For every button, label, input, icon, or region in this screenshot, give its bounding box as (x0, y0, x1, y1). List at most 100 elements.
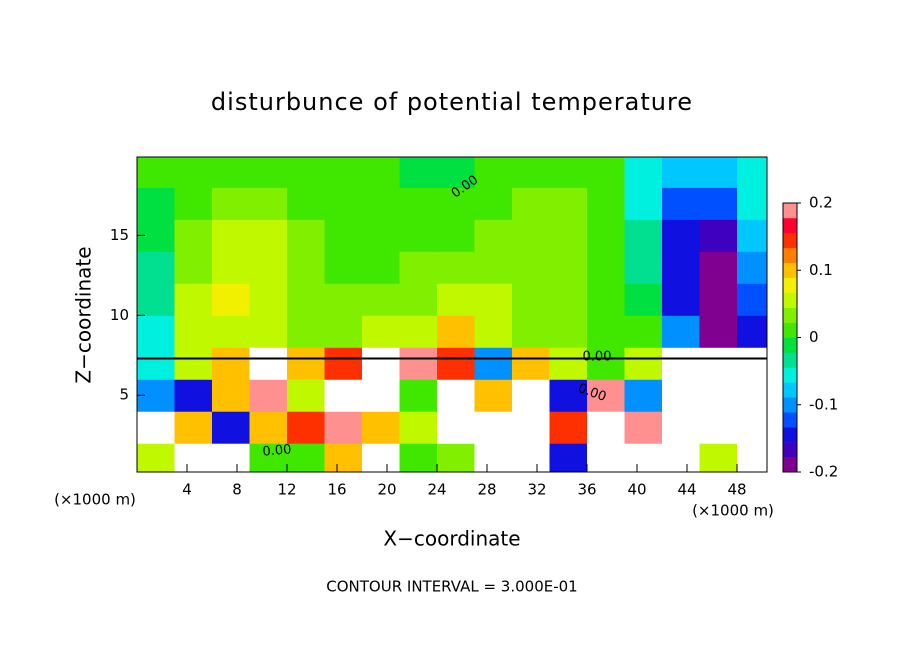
field-cell (362, 379, 400, 412)
field-cell (474, 347, 513, 380)
y-axis-title: Z−coordinate (72, 246, 96, 383)
field-cell (362, 157, 400, 188)
field-cell (399, 219, 438, 252)
field-cell (249, 379, 288, 412)
field-cell (174, 251, 213, 284)
field-cell (287, 315, 325, 348)
contour-label: 0.00 (262, 442, 292, 459)
colorbar-segment (783, 337, 797, 353)
field-cell (737, 379, 767, 412)
field-cell (699, 219, 738, 252)
x-tick-label: 48 (727, 481, 746, 499)
field-cell (512, 251, 550, 284)
field-cell (212, 411, 250, 444)
field-cell (399, 157, 438, 188)
field-cell (362, 315, 400, 348)
field-cell (662, 315, 700, 348)
field-cell (437, 251, 475, 284)
field-cell (287, 347, 325, 380)
field-cell (737, 443, 767, 472)
field-cell (287, 157, 325, 188)
x-tick-label: 44 (677, 481, 696, 499)
colorbar-segment (783, 442, 797, 458)
x-tick-label: 28 (477, 481, 496, 499)
field-cell (512, 347, 550, 380)
field-cell (399, 379, 438, 412)
field (137, 157, 767, 472)
chart-title: disturbunce of potential temperature (211, 88, 693, 116)
field-cell (699, 411, 738, 444)
field-cell (324, 411, 363, 444)
colorbar-segment (783, 292, 797, 308)
field-cell (587, 315, 625, 348)
field-cell (549, 157, 588, 188)
field-cell (587, 379, 625, 412)
field-cell (474, 157, 513, 188)
contour-label: 0.00 (583, 350, 612, 365)
field-cell (699, 283, 738, 316)
field-cell (362, 443, 400, 472)
field-cell (137, 157, 175, 188)
field-cell (137, 443, 175, 472)
field-cell (212, 443, 250, 472)
field-cell (324, 379, 363, 412)
colorbar-tick-label: -0.1 (809, 395, 838, 413)
colorbar-segment (783, 457, 797, 473)
field-cell (362, 411, 400, 444)
field-cell (362, 251, 400, 284)
field-cell (399, 411, 438, 444)
field-cell (399, 283, 438, 316)
field-cell (174, 157, 213, 188)
y-tick-label: 10 (110, 306, 129, 324)
field-cell (699, 315, 738, 348)
field-cell (249, 219, 288, 252)
field-cell (249, 315, 288, 348)
field-cell (137, 347, 175, 380)
field-cell (474, 443, 513, 472)
field-cell (662, 251, 700, 284)
field-cell (324, 347, 363, 380)
field-cell (174, 315, 213, 348)
field-cell (549, 187, 588, 220)
field-cell (399, 187, 438, 220)
colorbar-segment (783, 262, 797, 279)
field-cell (212, 251, 250, 284)
field-cell (587, 187, 625, 220)
field-cell (287, 379, 325, 412)
field-cell (174, 347, 213, 380)
footer-note: CONTOUR INTERVAL = 3.000E-01 (326, 578, 577, 596)
field-cell (624, 411, 663, 444)
field-cell (737, 347, 767, 380)
field-cell (324, 283, 363, 316)
field-cell (699, 157, 738, 188)
field-cell (249, 283, 288, 316)
field-cell (587, 347, 625, 380)
colorbar-segment (783, 232, 797, 249)
field-cell (512, 157, 550, 188)
field-cell (662, 443, 700, 472)
colorbar-segment (783, 307, 797, 323)
field-cell (287, 187, 325, 220)
field-cell (174, 411, 213, 444)
field-cell (137, 251, 175, 284)
colorbar-tick-label: 0.2 (809, 194, 833, 212)
field-cell (212, 187, 250, 220)
field-cell (624, 347, 663, 380)
field-cell (549, 315, 588, 348)
field-cell (437, 283, 475, 316)
field-cell (587, 443, 625, 472)
colorbar-segment (783, 382, 797, 398)
colorbar-segment (783, 217, 797, 234)
colorbar-segment (783, 352, 797, 368)
field-cell (174, 443, 213, 472)
field-cell (624, 251, 663, 284)
field-cell (662, 347, 700, 380)
field-cell (287, 443, 325, 472)
field-cell (437, 187, 475, 220)
field-cell (662, 187, 700, 220)
field-cell (512, 411, 550, 444)
field-cell (587, 157, 625, 188)
x-tick-label: 32 (527, 481, 546, 499)
field-cell (474, 315, 513, 348)
